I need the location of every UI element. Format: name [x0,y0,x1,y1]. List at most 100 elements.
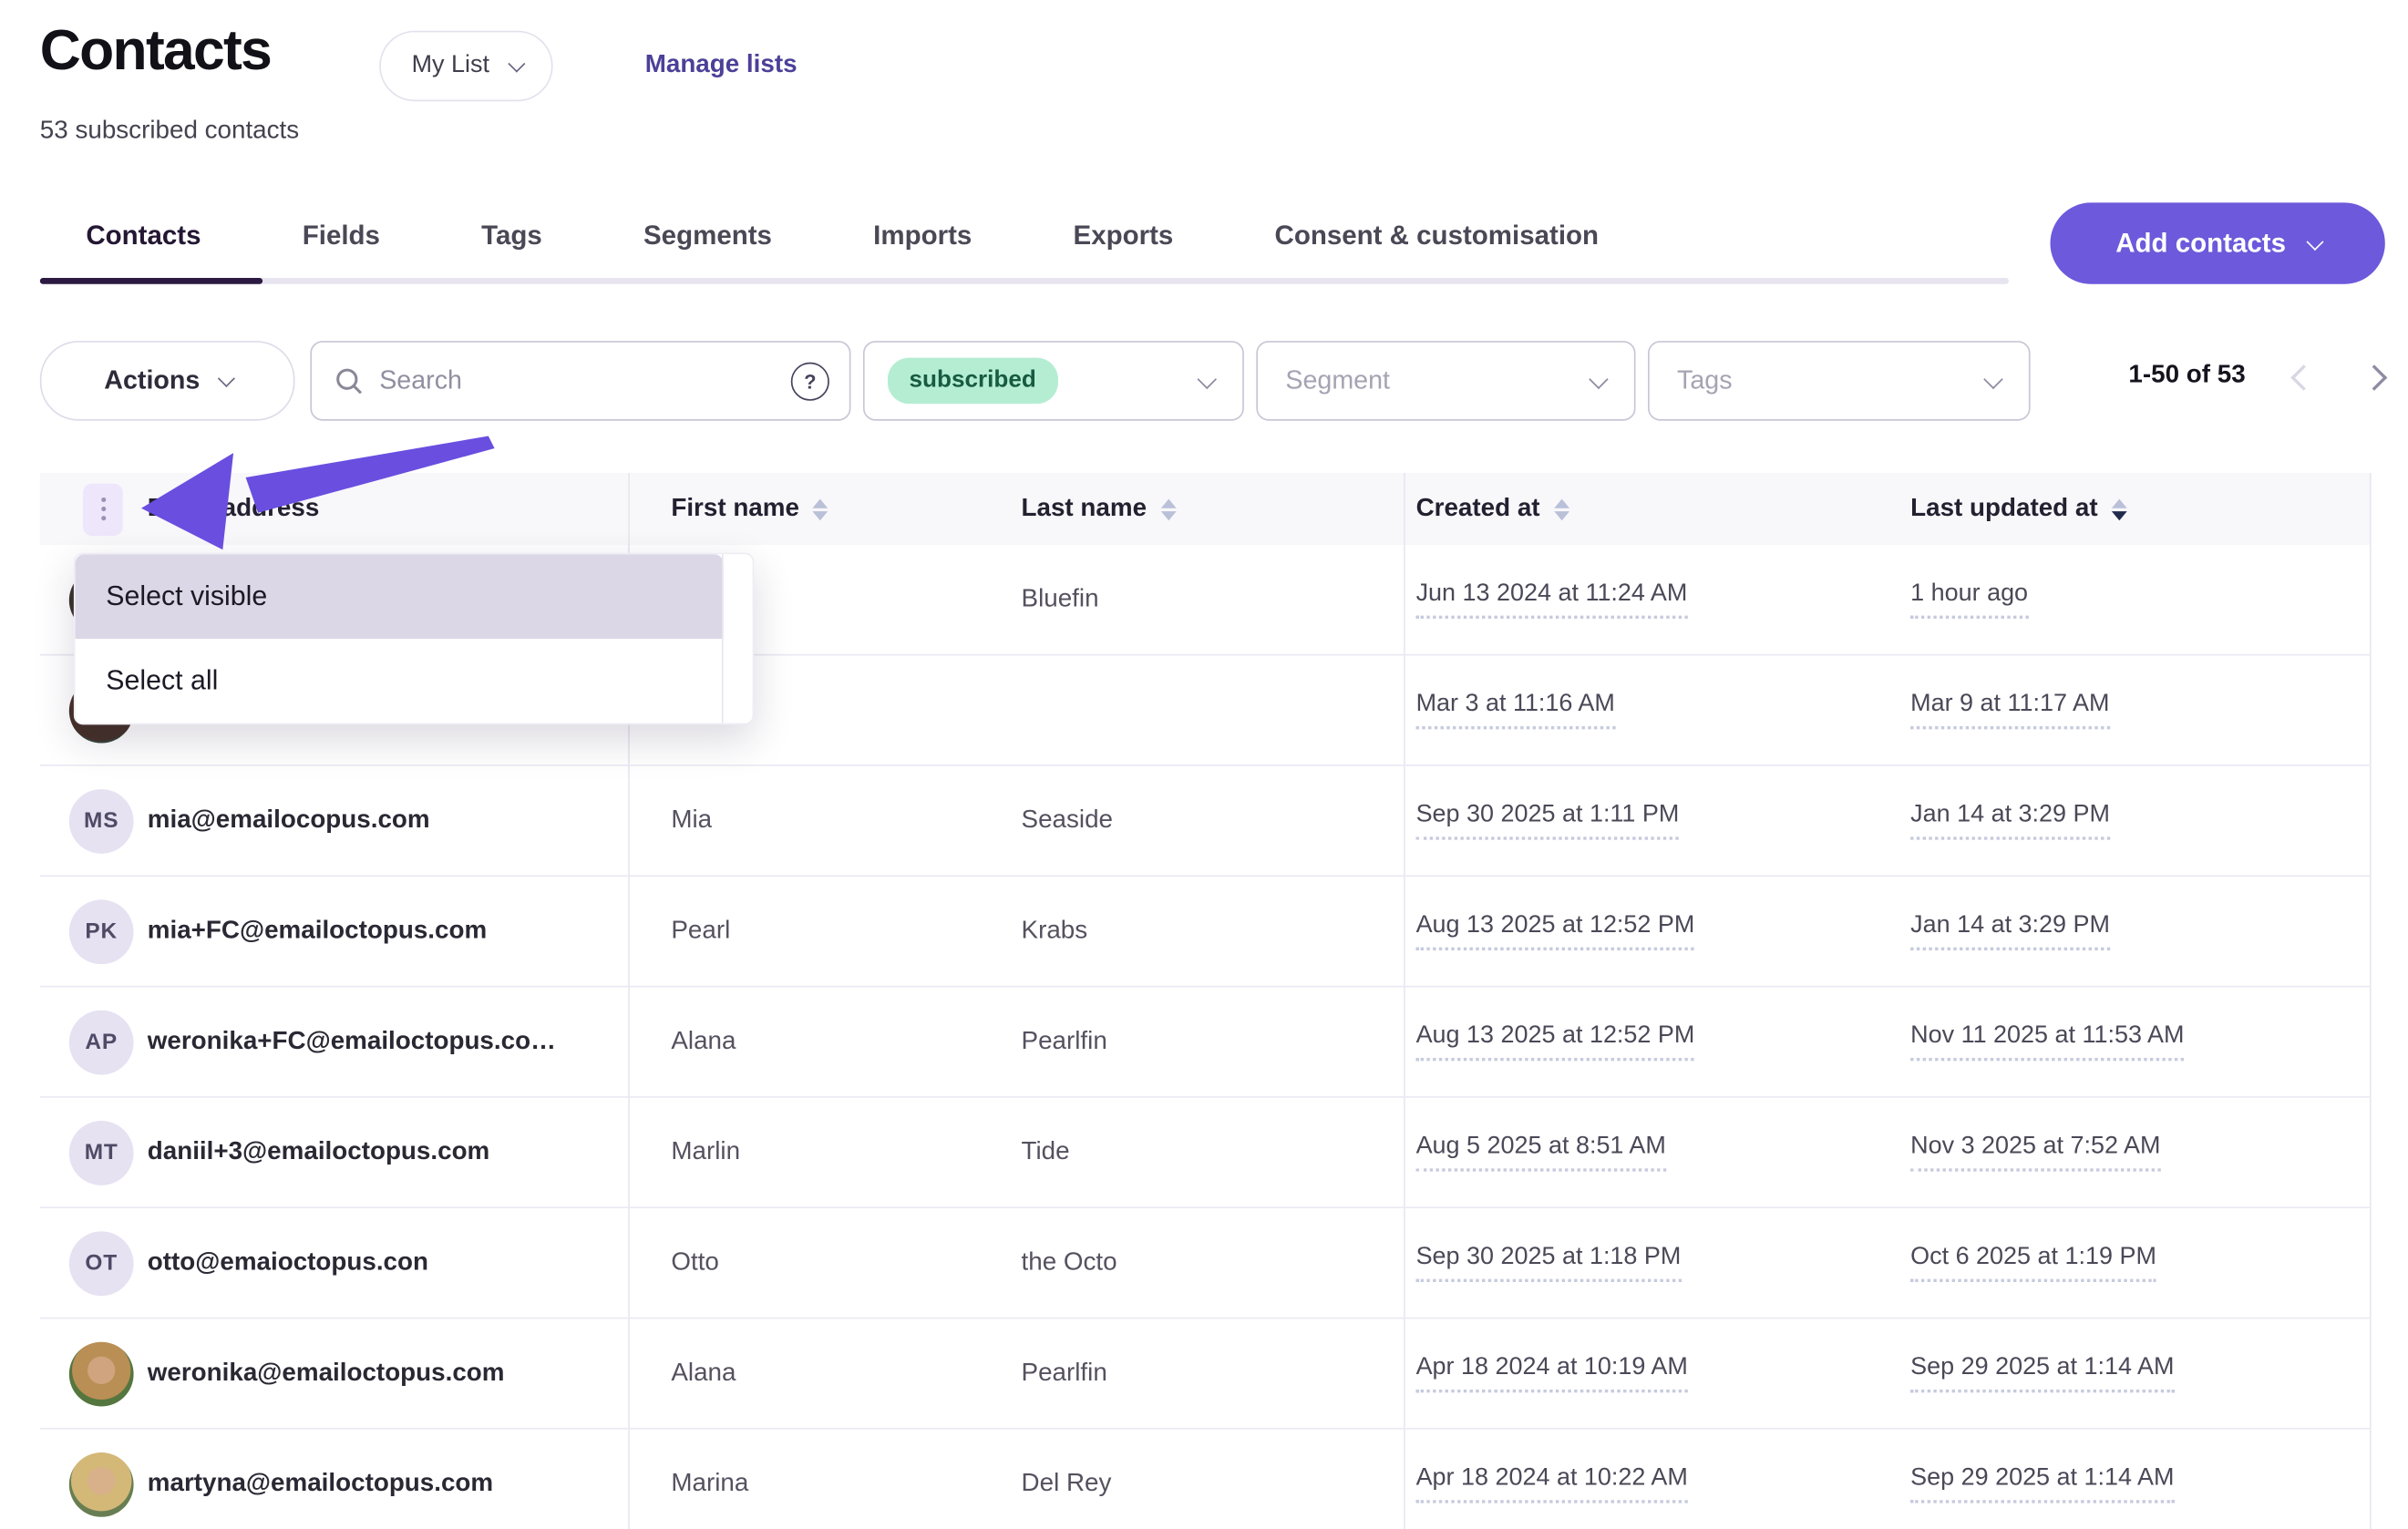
search-help-icon[interactable]: ? [791,362,829,400]
last-updated-cell: Sep 29 2025 at 1:14 AM [1899,1319,2371,1428]
email-address[interactable]: mia+FC@emailoctopus.com [148,917,487,946]
segment-filter-dropdown[interactable]: Segment [1256,341,1635,421]
last-updated-cell: Nov 3 2025 at 7:52 AM [1899,1098,2371,1207]
created-at-value: Aug 13 2025 at 12:52 PM [1416,1022,1695,1061]
app-window: Contacts My List Manage lists 53 subscri… [0,0,2408,1529]
avatar-cell: PK [40,877,148,986]
tab-segments[interactable]: Segments [643,220,772,251]
avatar-cell: MT [40,1098,148,1207]
last-updated-value: Sep 29 2025 at 1:14 AM [1910,1464,2174,1503]
select-menu-scrollbar [722,554,724,723]
email-address[interactable]: otto@emaioctopus.con [148,1248,428,1278]
created-at-cell: Sep 30 2025 at 1:11 PM [1405,766,1900,876]
first-name: Otto [671,1248,719,1278]
manage-lists-link[interactable]: Manage lists [645,51,798,80]
chevron-down-icon [1589,369,1608,388]
contact-row[interactable]: MTdaniil+3@emailoctopus.comMarlinTideAug… [40,1098,2372,1208]
email-cell: martyna@emailoctopus.com [148,1430,630,1529]
last-name-cell: Seaside [998,766,1405,876]
email-address[interactable]: martyna@emailoctopus.com [148,1470,493,1499]
last-name-cell: Pearlfin [998,987,1405,1096]
email-address[interactable]: mia@emailocopus.com [148,806,430,836]
contact-row[interactable]: weronika@emailoctopus.com Alana Pearlfin Ap… [40,1319,2372,1429]
last-updated-value: 1 hour ago [1910,580,2028,619]
created-at-value: Sep 30 2025 at 1:11 PM [1416,802,1680,840]
menu-item-select-all[interactable]: Select all [76,639,724,723]
created-at-cell: Aug 13 2025 at 12:52 PM [1405,877,1900,986]
first-name-cell: Pearl [630,877,998,986]
avatar-cell [40,1319,148,1428]
pagination-range: 1-50 of 53 [2128,361,2245,390]
pagination-prev-icon[interactable] [2290,364,2317,391]
sort-icon[interactable] [1160,498,1176,520]
email-address[interactable]: daniil+3@emailoctopus.com [148,1138,490,1167]
tab-consent-customisation[interactable]: Consent & customisation [1275,220,1600,251]
contact-row[interactable]: martyna@emailoctopus.comMarinaDel ReyApr… [40,1430,2372,1529]
tab-fields[interactable]: Fields [303,220,380,251]
avatar-cell [40,1430,148,1529]
last-name: Bluefin [1022,585,1099,614]
contact-row[interactable]: PKmia+FC@emailoctopus.comPearlKrabsAug 1… [40,877,2372,987]
tab-active-indicator [40,278,262,284]
tab-underline-track [40,278,2009,284]
status-filter-dropdown[interactable]: subscribed [863,341,1244,421]
column-header-created-at: Created at [1405,495,1900,524]
sort-icon-active-desc[interactable] [2112,498,2127,520]
last-updated-cell: Jan 14 at 3:29 PM [1899,766,2371,876]
select-menu: Select visibleSelect all [74,553,754,725]
created-at-value: Aug 13 2025 at 12:52 PM [1416,912,1695,950]
last-updated-cell: Sep 29 2025 at 1:14 AM [1899,1430,2371,1529]
list-selector[interactable]: My List [379,31,552,102]
last-name-cell: Tide [998,1098,1405,1207]
contact-row[interactable]: APweronika+FC@emailoctopus.co…AlanaPearl… [40,987,2372,1097]
first-name-cell: Alana [630,1319,998,1428]
created-at-value: Sep 30 2025 at 1:18 PM [1416,1244,1682,1282]
tab-tags[interactable]: Tags [481,220,542,251]
last-name-cell: the Octo [998,1208,1405,1318]
tags-filter-dropdown[interactable]: Tags [1648,341,2031,421]
tags-placeholder: Tags [1677,365,1733,396]
pagination-next-icon[interactable] [2362,364,2388,391]
last-name: the Octo [1022,1248,1117,1278]
subscribed-count: 53 subscribed contacts [40,117,299,146]
email-cell: mia@emailocopus.com [148,766,630,876]
email-cell: weronika+FC@emailoctopus.co… [148,987,630,1096]
avatar-cell: OT [40,1208,148,1318]
column-header-email: Email address [148,473,630,545]
menu-item-select-visible[interactable]: Select visible [76,554,724,639]
email-cell: weronika@emailoctopus.com [148,1319,630,1428]
sort-icon[interactable] [813,498,828,520]
actions-dropdown[interactable]: Actions [40,341,295,421]
column-header-first-name: First name [630,495,998,524]
email-address[interactable]: weronika+FC@emailoctopus.co… [148,1027,556,1056]
tab-exports[interactable]: Exports [1074,220,1174,251]
last-name-cell [998,655,1405,764]
created-at-value: Apr 18 2024 at 10:19 AM [1416,1354,1688,1392]
first-name-cell: Alana [630,987,998,1096]
segment-placeholder: Segment [1285,365,1390,396]
sort-icon[interactable] [1554,498,1569,520]
list-selector-value: My List [412,52,489,79]
last-updated-value: Oct 6 2025 at 1:19 PM [1910,1244,2156,1282]
chevron-down-icon [2307,232,2324,250]
search-input[interactable] [364,365,790,396]
tab-bar: Contacts Fields Tags Segments Imports Ex… [86,220,1599,251]
tab-imports[interactable]: Imports [873,220,972,251]
add-contacts-label: Add contacts [2115,227,2286,259]
contact-row[interactable]: OTotto@emaioctopus.con Otto the Octo Sep 30… [40,1208,2372,1319]
first-name-cell: Mia [630,766,998,876]
column-header-last-updated-at: Last updated at [1899,473,2371,545]
add-contacts-button[interactable]: Add contacts [2050,202,2384,283]
last-name: Pearlfin [1022,1027,1107,1056]
last-updated-value: Nov 11 2025 at 11:53 AM [1910,1022,2184,1061]
email-address[interactable]: weronika@emailoctopus.com [148,1359,505,1388]
contact-row[interactable]: MS mia@emailocopus.com MiaSeaside Sep 30 20… [40,766,2372,877]
first-name-cell: Marina [630,1430,998,1529]
first-name: Marlin [671,1138,740,1167]
last-name: Pearlfin [1022,1359,1107,1388]
select-menu-kebab-button[interactable] [83,483,123,535]
last-updated-cell: Oct 6 2025 at 1:19 PM [1899,1208,2371,1318]
tab-contacts[interactable]: Contacts [86,220,201,251]
contact-initials-avatar: MS [69,788,134,853]
chevron-down-icon [1983,369,2002,388]
